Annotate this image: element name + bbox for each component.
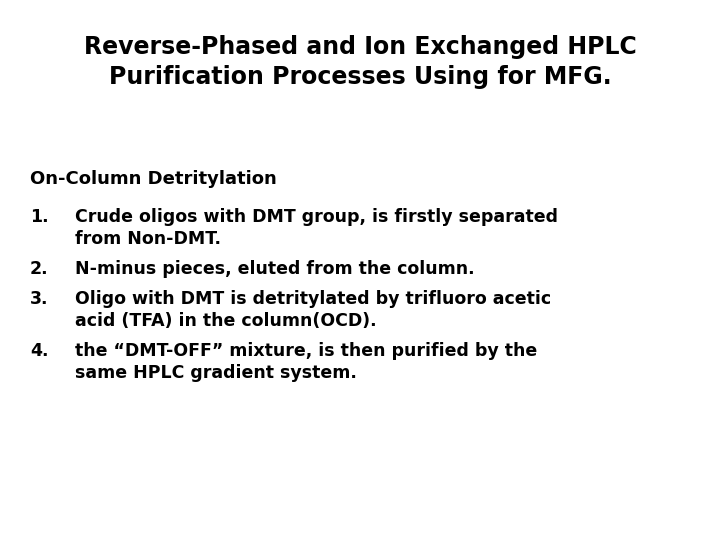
Text: On-Column Detritylation: On-Column Detritylation	[30, 170, 276, 188]
Text: the “DMT-OFF” mixture, is then purified by the: the “DMT-OFF” mixture, is then purified …	[75, 342, 537, 360]
Text: N-minus pieces, eluted from the column.: N-minus pieces, eluted from the column.	[75, 260, 474, 278]
Text: same HPLC gradient system.: same HPLC gradient system.	[75, 364, 357, 382]
Text: acid (TFA) in the column(OCD).: acid (TFA) in the column(OCD).	[75, 312, 377, 330]
Text: Reverse-Phased and Ion Exchanged HPLC: Reverse-Phased and Ion Exchanged HPLC	[84, 35, 636, 59]
Text: 2.: 2.	[30, 260, 49, 278]
Text: from Non-DMT.: from Non-DMT.	[75, 230, 221, 248]
Text: Crude oligos with DMT group, is firstly separated: Crude oligos with DMT group, is firstly …	[75, 208, 558, 226]
Text: Purification Processes Using for MFG.: Purification Processes Using for MFG.	[109, 65, 611, 89]
Text: 1.: 1.	[30, 208, 49, 226]
Text: Oligo with DMT is detritylated by trifluoro acetic: Oligo with DMT is detritylated by triflu…	[75, 290, 551, 308]
Text: 3.: 3.	[30, 290, 48, 308]
Text: 4.: 4.	[30, 342, 48, 360]
